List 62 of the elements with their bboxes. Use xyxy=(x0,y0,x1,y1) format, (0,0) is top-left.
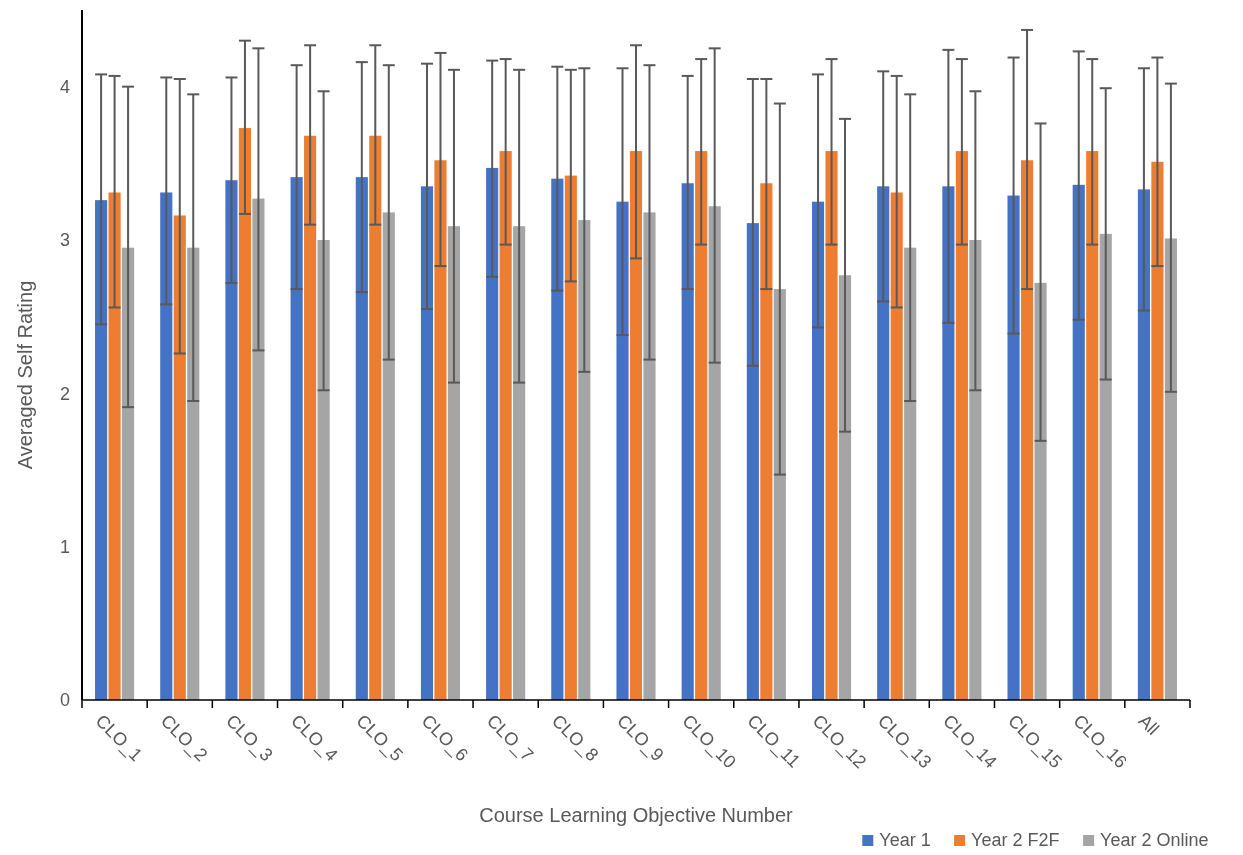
bar xyxy=(1072,184,1085,700)
bar xyxy=(238,128,252,700)
bar xyxy=(160,192,173,700)
bar xyxy=(629,151,643,700)
bar xyxy=(955,151,968,700)
bar xyxy=(382,212,395,700)
bar xyxy=(904,247,917,700)
y-tick-label: 3 xyxy=(59,230,70,251)
bar xyxy=(746,223,759,700)
bar xyxy=(252,198,265,700)
bar xyxy=(1086,151,1099,700)
legend-label: Year 2 Online xyxy=(1100,830,1209,850)
bar xyxy=(773,289,786,700)
bar xyxy=(890,192,903,700)
bar xyxy=(681,183,694,700)
bar xyxy=(708,206,721,700)
bar xyxy=(225,180,238,700)
bar xyxy=(1034,282,1047,700)
bar xyxy=(108,192,121,700)
bar xyxy=(969,240,982,700)
legend-label: Year 1 xyxy=(879,830,931,850)
legend-label: Year 2 F2F xyxy=(971,830,1060,850)
bar xyxy=(564,175,577,700)
bar xyxy=(513,226,526,700)
y-axis-title: Averaged Self Rating xyxy=(14,280,36,470)
bar xyxy=(486,167,499,700)
bar xyxy=(1164,238,1177,700)
bar xyxy=(760,183,773,700)
bar xyxy=(434,160,447,700)
y-tick-label: 4 xyxy=(59,76,70,97)
bar xyxy=(447,226,461,700)
bar xyxy=(122,247,135,700)
bar xyxy=(173,215,186,700)
bar xyxy=(1137,189,1150,700)
bar xyxy=(695,151,708,700)
y-tick-label: 1 xyxy=(59,536,70,557)
bar xyxy=(420,186,434,700)
bar xyxy=(616,201,629,700)
bar xyxy=(1151,161,1164,700)
bar xyxy=(95,200,108,700)
x-tick-label: All xyxy=(1134,710,1163,739)
bar xyxy=(578,220,591,700)
bar xyxy=(811,201,825,700)
bar xyxy=(1020,160,1034,700)
bar xyxy=(1099,233,1112,700)
x-axis-title: Course Learning Objective Number xyxy=(479,804,794,826)
bar xyxy=(551,178,564,700)
bar xyxy=(499,151,512,700)
bar xyxy=(290,177,303,700)
y-tick-label: 2 xyxy=(59,383,70,404)
bar xyxy=(825,151,838,700)
bar xyxy=(643,212,656,700)
bar xyxy=(355,177,368,700)
bar xyxy=(317,240,330,700)
bar xyxy=(304,135,317,700)
bar xyxy=(187,247,200,700)
bar xyxy=(942,186,955,700)
bar xyxy=(838,275,852,700)
y-tick-label: 0 xyxy=(59,690,70,711)
bar xyxy=(877,186,890,700)
bar xyxy=(1007,195,1020,700)
bar xyxy=(369,135,382,700)
